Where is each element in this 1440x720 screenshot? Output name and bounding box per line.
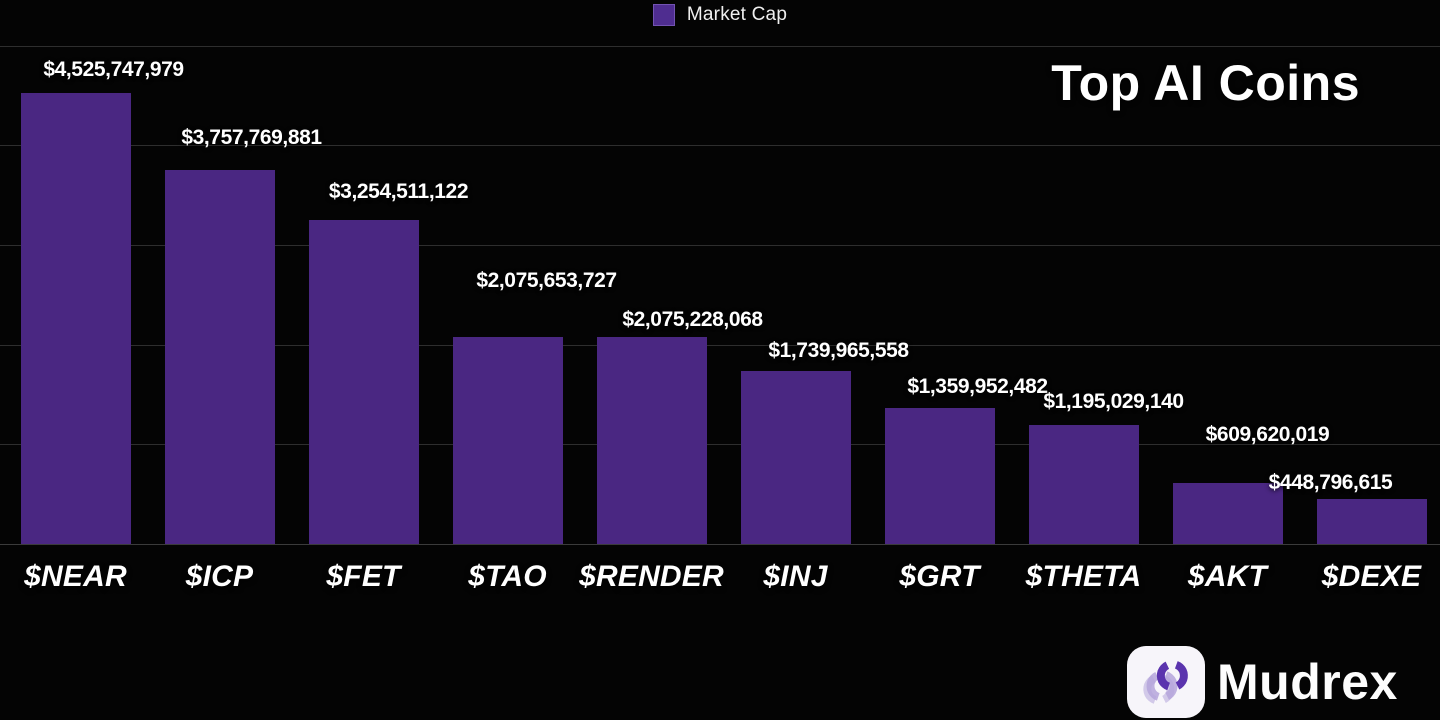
chart-title: Top AI Coins xyxy=(1051,55,1360,111)
bar-render xyxy=(596,337,707,544)
x-axis-label-dexe: $DEXE xyxy=(1321,560,1422,593)
mudrex-logo-icon xyxy=(1127,646,1205,718)
x-axis-label-render: $RENDER xyxy=(579,560,724,593)
gridline-5b xyxy=(0,45,1440,47)
bar-value-label-near: $4,525,747,979 xyxy=(43,57,184,81)
bar-value-label-dexe: $448,796,615 xyxy=(1268,471,1393,495)
brand-footer: Mudrex xyxy=(1127,646,1398,718)
x-axis-label-fet: $FET xyxy=(326,560,401,593)
brand-name: Mudrex xyxy=(1217,654,1398,710)
x-axis-label-near: $NEAR xyxy=(24,560,127,593)
bar-value-label-tao: $2,075,653,727 xyxy=(476,269,617,293)
x-axis-label-theta: $THETA xyxy=(1025,560,1142,593)
bar-tao xyxy=(452,337,563,544)
legend-label: Market Cap xyxy=(686,4,788,25)
x-axis-baseline xyxy=(0,544,1440,545)
bar-theta xyxy=(1028,424,1139,544)
bar-dexe xyxy=(1316,499,1427,544)
gridline-2b xyxy=(0,344,1440,346)
bar-grt xyxy=(884,408,995,544)
x-axis-label-akt: $AKT xyxy=(1187,560,1268,593)
bar-value-label-render: $2,075,228,068 xyxy=(622,308,763,332)
gridline-1b xyxy=(0,444,1440,446)
x-axis-label-tao: $TAO xyxy=(468,560,547,593)
bar-value-label-inj: $1,739,965,558 xyxy=(768,338,909,362)
x-axis-label-icp: $ICP xyxy=(185,560,254,593)
bar-value-label-theta: $1,195,029,140 xyxy=(1043,389,1184,413)
bar-value-label-icp: $3,757,769,881 xyxy=(181,125,322,149)
legend: Market Cap xyxy=(0,4,1440,26)
bar-value-label-akt: $609,620,019 xyxy=(1205,423,1330,447)
gridline-4b xyxy=(0,145,1440,147)
bar-near xyxy=(20,92,131,544)
bar-value-label-fet: $3,254,511,122 xyxy=(328,179,469,203)
bar-value-label-grt: $1,359,952,482 xyxy=(907,375,1048,399)
x-axis-label-grt: $GRT xyxy=(899,560,980,593)
bar-inj xyxy=(740,370,851,544)
bar-icp xyxy=(164,169,275,544)
bar-akt xyxy=(1172,483,1283,544)
gridline-3b xyxy=(0,245,1440,247)
bar-fet xyxy=(308,219,419,544)
legend-swatch-icon xyxy=(652,4,675,26)
x-axis-label-inj: $INJ xyxy=(763,560,828,593)
